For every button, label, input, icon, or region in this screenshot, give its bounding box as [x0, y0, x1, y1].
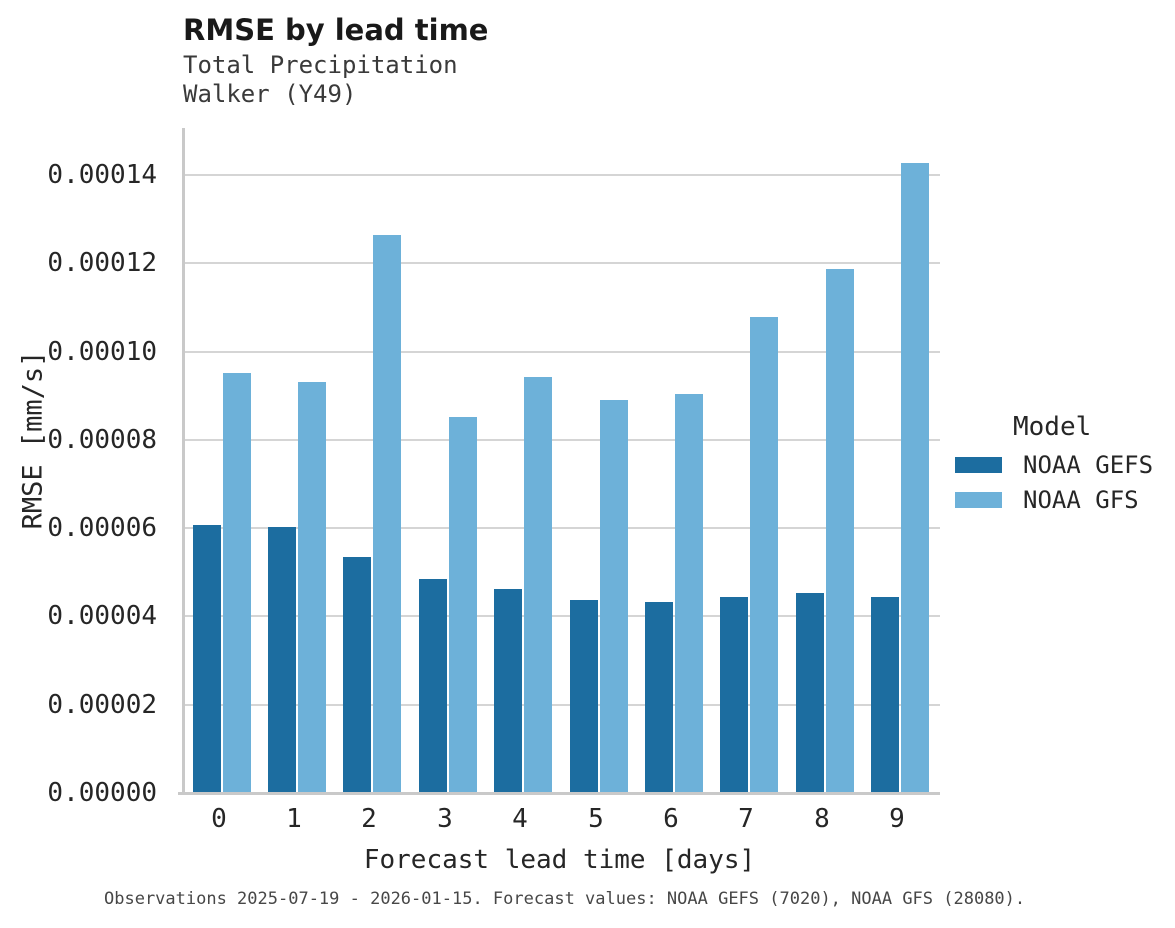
bar-noaa-gfs-day-4	[524, 377, 552, 793]
x-axis-line	[178, 792, 940, 795]
x-tick-label: 4	[512, 804, 528, 834]
bar-noaa-gefs-day-4	[494, 589, 522, 793]
bar-noaa-gfs-day-9	[901, 163, 929, 793]
y-tick-label: 0.00014	[47, 160, 157, 190]
bar-noaa-gefs-day-3	[419, 579, 447, 793]
bar-noaa-gefs-day-5	[570, 600, 598, 793]
bar-noaa-gfs-day-8	[826, 269, 854, 793]
y-tick-label: 0.00002	[47, 690, 157, 720]
y-tick-label: 0.00012	[47, 248, 157, 278]
bar-noaa-gefs-day-9	[871, 597, 899, 793]
bar-noaa-gefs-day-1	[268, 527, 296, 793]
y-tick-label: 0.00008	[47, 425, 157, 455]
gridline	[185, 351, 940, 353]
gridline	[185, 174, 940, 176]
bar-noaa-gfs-day-1	[298, 382, 326, 793]
x-tick-label: 2	[361, 804, 377, 834]
bar-noaa-gefs-day-8	[796, 593, 824, 793]
legend-item-noaa-gefs: NOAA GEFS	[955, 451, 1154, 479]
gridline	[185, 439, 940, 441]
bar-noaa-gfs-day-2	[373, 235, 401, 793]
bar-noaa-gefs-day-7	[720, 597, 748, 793]
y-tick-label: 0.00000	[47, 778, 157, 808]
footer-caption: Observations 2025-07-19 - 2026-01-15. Fo…	[104, 889, 1026, 909]
bar-noaa-gefs-day-2	[343, 557, 371, 793]
y-tick-label: 0.00004	[47, 601, 157, 631]
x-tick-label: 7	[738, 804, 754, 834]
subtitle-station: Walker (Y49)	[183, 80, 357, 108]
chart-title: RMSE by lead time	[183, 13, 489, 47]
gridline	[185, 704, 940, 706]
x-tick-label: 3	[437, 804, 453, 834]
bar-noaa-gefs-day-6	[645, 602, 673, 793]
legend-items: NOAA GEFS NOAA GFS	[955, 451, 1154, 514]
legend-title: Model	[1013, 412, 1092, 442]
bar-noaa-gfs-day-7	[750, 317, 778, 793]
legend-swatch-noaa-gefs	[955, 457, 1002, 473]
y-tick-label: 0.00010	[47, 337, 157, 367]
legend-label: NOAA GEFS	[1023, 451, 1154, 479]
legend-label: NOAA GFS	[1023, 486, 1139, 514]
gridline	[185, 527, 940, 529]
x-tick-label: 5	[588, 804, 604, 834]
bar-noaa-gfs-day-6	[675, 394, 703, 793]
legend: Model NOAA GEFS NOAA GFS	[955, 412, 1153, 524]
x-tick-label: 0	[211, 804, 227, 834]
x-tick-label: 9	[889, 804, 905, 834]
bar-noaa-gfs-day-0	[223, 373, 251, 793]
x-tick-label: 1	[286, 804, 302, 834]
bar-noaa-gefs-day-0	[193, 525, 221, 793]
subtitle-variable: Total Precipitation	[183, 51, 458, 79]
gridline	[185, 262, 940, 264]
plot-area	[182, 128, 940, 793]
gridline	[185, 615, 940, 617]
legend-swatch-noaa-gfs	[955, 492, 1002, 508]
legend-item-noaa-gfs: NOAA GFS	[955, 486, 1153, 514]
chart-subtitle: Total Precipitation Walker (Y49)	[183, 51, 458, 109]
x-tick-label: 6	[663, 804, 679, 834]
x-tick-label: 8	[814, 804, 830, 834]
bar-noaa-gfs-day-3	[449, 417, 477, 793]
y-tick-label: 0.00006	[47, 513, 157, 543]
x-axis-label: Forecast lead time [days]	[363, 845, 756, 875]
bar-noaa-gfs-day-5	[600, 400, 628, 793]
